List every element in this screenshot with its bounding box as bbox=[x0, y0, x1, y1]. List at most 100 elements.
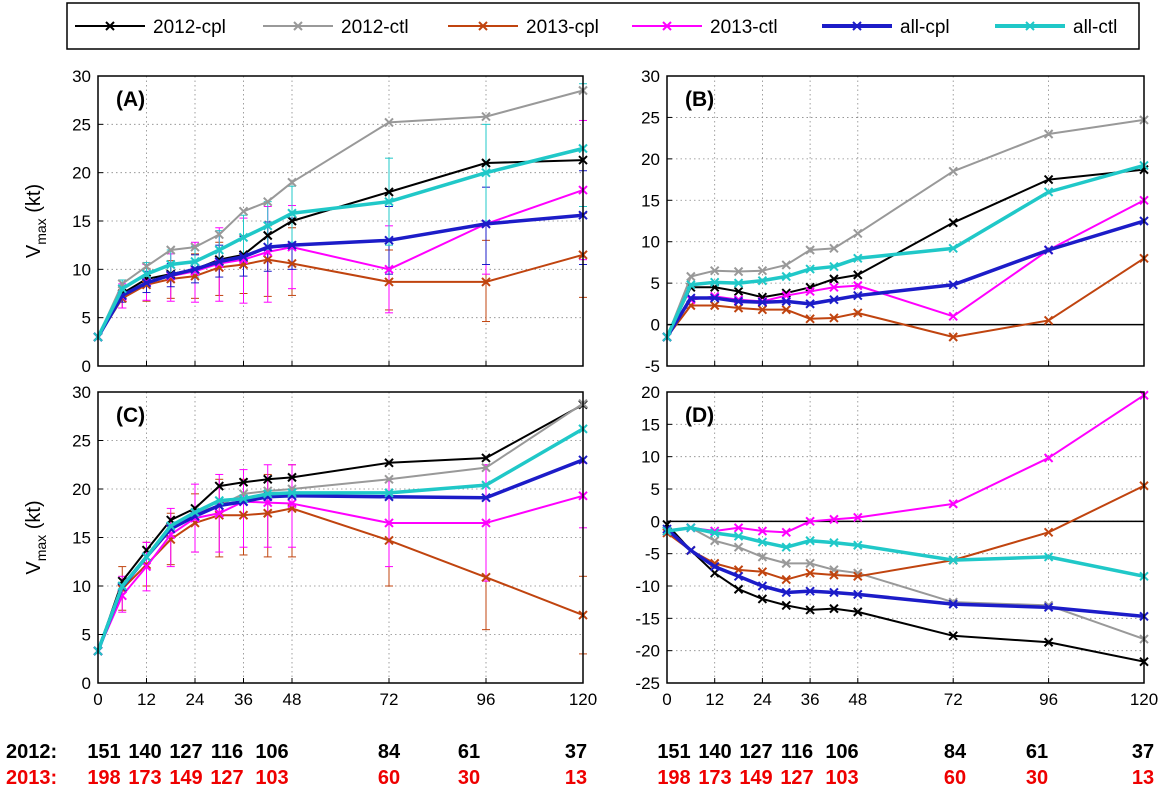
y-tick-label: 25 bbox=[72, 432, 91, 451]
data-point-all-cpl bbox=[263, 242, 273, 252]
data-point-2013-ctl bbox=[781, 527, 791, 538]
y-tick-label: 30 bbox=[72, 383, 91, 402]
data-point-2013-cpl bbox=[238, 510, 249, 520]
data-point-2012-cpl bbox=[948, 631, 958, 641]
y-tick-label: 15 bbox=[641, 191, 660, 210]
y-tick-label: 30 bbox=[641, 67, 660, 86]
count-2013-value: 173 bbox=[128, 767, 162, 789]
count-2012-value: 116 bbox=[780, 741, 814, 763]
data-point-all-cpl bbox=[1043, 602, 1054, 613]
data-point-2012-cpl bbox=[733, 286, 744, 297]
data-point-all-ctl bbox=[709, 277, 720, 288]
data-point-2012-cpl bbox=[781, 600, 791, 611]
series-line-2013-cpl bbox=[666, 484, 1145, 581]
data-point-all-ctl bbox=[263, 221, 273, 231]
y-tick-label: 0 bbox=[82, 357, 91, 376]
data-point-2012-ctl bbox=[141, 261, 152, 272]
y-tick-label: 5 bbox=[82, 626, 91, 645]
data-point-all-cpl bbox=[384, 235, 394, 246]
y-tick-label: -20 bbox=[635, 642, 660, 661]
count-2013-value: 13 bbox=[1131, 767, 1155, 789]
panel-d-grid bbox=[667, 392, 1144, 683]
data-point-all-cpl bbox=[686, 545, 696, 556]
y-tick-label: 15 bbox=[72, 529, 91, 548]
data-point-all-cpl bbox=[238, 252, 249, 262]
data-point-2013-cpl bbox=[481, 572, 491, 582]
data-point-all-cpl bbox=[481, 493, 491, 503]
count-2013-value: 103 bbox=[255, 767, 289, 789]
series-line-2013-cpl bbox=[666, 257, 1145, 338]
series-line-all-cpl bbox=[96, 213, 584, 338]
data-point-2013-ctl bbox=[384, 518, 394, 528]
legend-item-all-ctl: all-ctl bbox=[995, 17, 1117, 38]
series-line-2013-ctl bbox=[97, 494, 584, 652]
data-point-all-cpl bbox=[733, 571, 744, 582]
y-tick-label: 10 bbox=[72, 577, 91, 596]
y-tick-label: 0 bbox=[651, 512, 660, 531]
data-point-all-ctl bbox=[190, 256, 200, 267]
data-point-2013-ctl bbox=[214, 508, 224, 518]
y-tick-label: 10 bbox=[641, 448, 660, 467]
count-2013-value: 60 bbox=[943, 767, 967, 789]
data-point-2012-ctl bbox=[384, 117, 394, 128]
data-point-2013-ctl bbox=[829, 514, 839, 525]
data-point-all-cpl bbox=[1043, 245, 1054, 255]
data-point-all-cpl bbox=[190, 264, 200, 275]
data-point-all-cpl bbox=[166, 270, 176, 280]
data-point-all-ctl bbox=[238, 232, 249, 243]
series-line-2012-ctl bbox=[666, 118, 1145, 338]
data-point-2013-cpl bbox=[709, 300, 720, 311]
panel-b-series-all-ctl bbox=[662, 160, 1149, 342]
panel-a-label: (A) bbox=[116, 88, 145, 111]
data-point-all-ctl bbox=[781, 271, 791, 282]
count-2012-value: 151 bbox=[657, 741, 691, 763]
data-point-all-ctl bbox=[686, 523, 696, 533]
data-point-2013-ctl bbox=[805, 516, 815, 527]
x-tick-label: 96 bbox=[477, 690, 496, 709]
x-tick-label: 72 bbox=[380, 690, 399, 709]
data-point-2013-ctl bbox=[853, 280, 863, 291]
x-tick-label: 120 bbox=[569, 690, 597, 709]
data-point-2012-cpl bbox=[384, 187, 394, 197]
count-2012-value: 61 bbox=[1025, 741, 1049, 763]
data-point-2013-cpl bbox=[287, 258, 297, 269]
data-point-2012-ctl bbox=[190, 242, 200, 252]
count-2012-value: 127 bbox=[169, 741, 203, 763]
data-point-all-ctl bbox=[1043, 552, 1054, 562]
panel-c-y-axis-label: Vmax (kt) bbox=[23, 500, 49, 574]
data-point-2013-ctl bbox=[757, 526, 768, 536]
data-point-2012-cpl bbox=[481, 158, 491, 168]
data-point-2013-cpl bbox=[948, 332, 958, 342]
x-tick-label: 72 bbox=[944, 690, 963, 709]
data-point-all-ctl bbox=[287, 208, 297, 218]
legend-box bbox=[66, 2, 1140, 50]
data-point-all-ctl bbox=[263, 489, 273, 499]
x-tick-label: 0 bbox=[662, 690, 671, 709]
data-point-2013-ctl bbox=[829, 282, 839, 292]
data-point-2012-ctl bbox=[805, 558, 815, 569]
data-point-all-ctl bbox=[757, 275, 768, 286]
data-point-all-ctl bbox=[214, 495, 224, 506]
count-2013-value: 13 bbox=[564, 767, 588, 789]
legend-label-2013-cpl: 2013-cpl bbox=[526, 17, 599, 38]
data-point-all-ctl bbox=[733, 531, 744, 541]
series-line-2013-cpl bbox=[97, 253, 584, 338]
count-2013-value: 30 bbox=[457, 767, 481, 789]
data-point-2012-ctl bbox=[757, 266, 768, 276]
data-point-2013-cpl bbox=[263, 508, 273, 518]
count-2012-value: 140 bbox=[698, 741, 732, 763]
panel-a-errorbars-2013-cpl bbox=[118, 212, 587, 323]
data-point-all-ctl bbox=[948, 243, 958, 254]
panel-a-errorbars-all-ctl bbox=[118, 83, 587, 297]
panel-c-series-all-cpl bbox=[93, 455, 588, 656]
data-point-2013-cpl bbox=[829, 570, 839, 580]
panel-d-series-2013-ctl bbox=[662, 390, 1149, 538]
data-point-all-cpl bbox=[733, 296, 744, 307]
data-point-2012-ctl bbox=[384, 474, 394, 485]
x-tick-label: 96 bbox=[1039, 690, 1058, 709]
data-point-2012-ctl bbox=[481, 462, 491, 473]
data-point-all-cpl bbox=[214, 256, 224, 267]
y-tick-label: 0 bbox=[82, 674, 91, 693]
panel-a-series-all-cpl bbox=[93, 210, 588, 342]
